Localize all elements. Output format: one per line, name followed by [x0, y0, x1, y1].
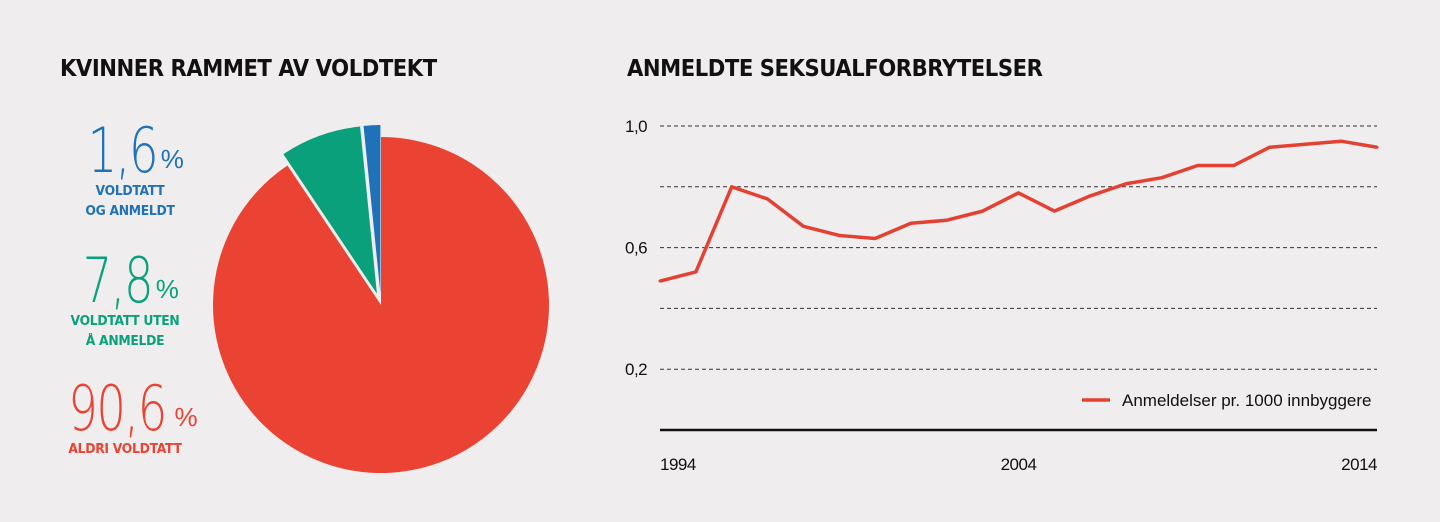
data-point	[766, 197, 770, 201]
y-tick-label: 1,0	[625, 117, 647, 136]
line-chart: 0,2 0,6 1,0 1994 2004 2014 Anmeldelser pr. 100…	[625, 117, 1379, 474]
data-point	[1232, 164, 1236, 168]
line-chart-title: ANMELDTE SEKSUALFORBRYTELSER	[627, 56, 1043, 82]
stat-never-label: ALDRI VOLDTATT	[68, 442, 182, 457]
data-point	[1124, 182, 1128, 186]
data-point	[730, 185, 734, 189]
pie-slice-voldtatt-og-anmeldt	[363, 125, 381, 294]
data-point	[1339, 139, 1343, 143]
data-point	[873, 236, 877, 240]
stat-unreported-percent: %	[155, 274, 179, 304]
data-point	[945, 218, 949, 222]
stat-unreported-value: 7,8	[82, 244, 154, 317]
data-point	[1160, 176, 1164, 180]
y-tick-label: 0,2	[625, 360, 647, 379]
data-point	[1052, 209, 1056, 213]
stat-never-percent: %	[174, 402, 198, 432]
stat-reported: 1,6% VOLDTATT OG ANMELDT	[55, 120, 205, 222]
stat-reported-percent: %	[160, 144, 184, 174]
data-point	[1375, 145, 1379, 149]
data-point	[909, 221, 913, 225]
pie-slice-aldri-voldtatt	[212, 137, 549, 474]
data-point	[694, 270, 698, 274]
stat-unreported-label-1: VOLDTATT UTEN	[70, 314, 180, 329]
x-tick-label: 2004	[1001, 455, 1037, 474]
stat-reported-label-2: OG ANMELDT	[85, 204, 175, 219]
data-point	[801, 224, 805, 228]
series-line-anmeldelser-pr-1000-innbyggere	[659, 139, 1378, 283]
stat-never-value: 90,6	[68, 372, 168, 445]
legend-label: Anmeldelser pr. 1000 innbyggere	[1122, 391, 1372, 410]
x-tick-label: 1994	[660, 455, 696, 474]
y-tick-label: 0,6	[625, 239, 647, 258]
pie-chart	[212, 125, 549, 474]
data-point	[1017, 191, 1020, 195]
data-point	[658, 279, 662, 283]
data-point	[1196, 164, 1200, 168]
stat-reported-value: 1,6	[87, 114, 159, 187]
stat-unreported: 7,8% VOLDTATT UTEN Å ANMELDE	[50, 250, 200, 352]
data-point	[1303, 142, 1307, 146]
data-point	[981, 209, 985, 213]
stat-unreported-label-2: Å ANMELDE	[85, 334, 165, 349]
pie-slice-voldtatt-uten-a-anmelde	[283, 126, 377, 294]
stat-never: 90,6% ALDRI VOLDTATT	[50, 378, 200, 460]
pie-chart-title: KVINNER RAMMET AV VOLDTEKT	[60, 56, 437, 82]
x-tick-label: 2014	[1341, 455, 1377, 474]
data-point	[1088, 194, 1092, 198]
data-point	[837, 233, 841, 237]
stat-reported-label-1: VOLDTATT	[95, 184, 165, 199]
data-point	[1267, 145, 1271, 149]
